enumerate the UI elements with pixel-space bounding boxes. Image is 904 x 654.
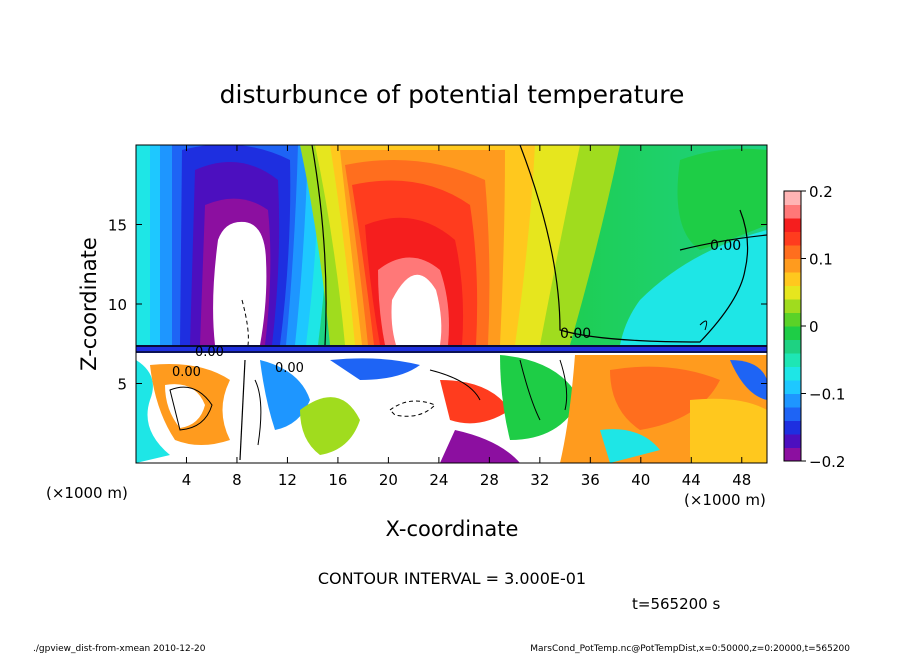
- x-unit-label: (×1000 m): [46, 484, 128, 502]
- y-tick-label: 15: [108, 217, 127, 235]
- colorbar-ticks: 0.2 0.1 0 −0.1 −0.2: [801, 183, 845, 471]
- lower-layer: [136, 345, 767, 463]
- colorbar-segment: [784, 245, 801, 259]
- x-axis-ticks: 4 8 12 16 20 24 28 32 36 40 44 48: [182, 145, 751, 489]
- x-tick-label: 40: [631, 471, 650, 489]
- colorbar-segment: [784, 312, 801, 327]
- colorbar-segment: [784, 420, 801, 435]
- colorbar-tick-label: 0: [809, 318, 819, 336]
- colorbar-segment: [784, 380, 801, 394]
- colorbar-segment: [784, 231, 801, 246]
- colorbar-segment: [784, 299, 801, 313]
- contour-interval-text: CONTOUR INTERVAL = 3.000E-01: [318, 569, 586, 588]
- y-axis-label: Z-coordinate: [77, 237, 101, 371]
- colorbar-segment: [784, 434, 801, 448]
- cyan-region: [620, 230, 767, 345]
- x-tick-label: 4: [182, 471, 192, 489]
- negative-plume: [136, 145, 330, 345]
- x-tick-label: 24: [429, 471, 448, 489]
- y-tick-label: 5: [117, 376, 127, 394]
- x-tick-label: 20: [379, 471, 398, 489]
- contour-label: 0.00: [710, 238, 741, 254]
- colorbar-segment: [784, 366, 801, 381]
- x-axis-label: X-coordinate: [386, 517, 519, 541]
- x-tick-label: 44: [682, 471, 701, 489]
- contour-value-labels: 0.00 0.00 0.00 0.00 0.00: [172, 238, 741, 380]
- x-tick-label: 8: [232, 471, 242, 489]
- time-label: t=565200 s: [632, 595, 720, 613]
- contour-label: 0.00: [275, 361, 304, 376]
- contour-label: 0.00: [560, 326, 591, 342]
- colorbar-tick-label: 0.2: [809, 183, 833, 201]
- y-tick-label: 10: [108, 296, 127, 314]
- x-tick-label: 36: [581, 471, 600, 489]
- x-tick-label: 48: [732, 471, 751, 489]
- x-tick-label: 28: [480, 471, 499, 489]
- chart-title: disturbunce of potential temperature: [220, 80, 685, 109]
- contour-label: 0.00: [172, 365, 201, 380]
- colorbar-segment: [784, 285, 801, 300]
- colorbar-segment: [784, 272, 801, 286]
- colorbar-segment: [784, 218, 801, 232]
- x-unit-label-right: (×1000 m): [684, 491, 766, 509]
- positive-plume: [300, 145, 620, 345]
- colorbar-segment: [784, 393, 801, 408]
- colorbar-segment: [784, 258, 801, 273]
- colorbar-segment: [784, 353, 801, 367]
- colorbar-segment: [784, 326, 801, 340]
- colorbar: [783, 190, 802, 462]
- colorbar-tick-label: 0.1: [809, 251, 833, 269]
- colorbar-segment: [784, 191, 801, 205]
- plot-area: 0.00 0.00 0.00 0.00 0.00: [136, 145, 767, 463]
- y-axis-ticks: 5 10 15: [108, 217, 767, 394]
- colorbar-segment: [784, 447, 801, 462]
- contour-label: 0.00: [195, 345, 224, 360]
- footer-left: ./gpview_dist-from-xmean 2010-12-20: [33, 644, 206, 654]
- colorbar-tick-label: −0.2: [809, 453, 845, 471]
- colorbar-segment: [784, 204, 801, 219]
- contour-lines: [136, 145, 767, 461]
- x-tick-label: 12: [278, 471, 297, 489]
- footer-right: MarsCond_PotTemp.nc@PotTempDist,x=0:5000…: [530, 644, 850, 654]
- colorbar-segment: [784, 407, 801, 421]
- x-tick-label: 16: [328, 471, 347, 489]
- colorbar-segment: [784, 339, 801, 354]
- x-tick-label: 32: [530, 471, 549, 489]
- colorbar-tick-label: −0.1: [809, 386, 845, 404]
